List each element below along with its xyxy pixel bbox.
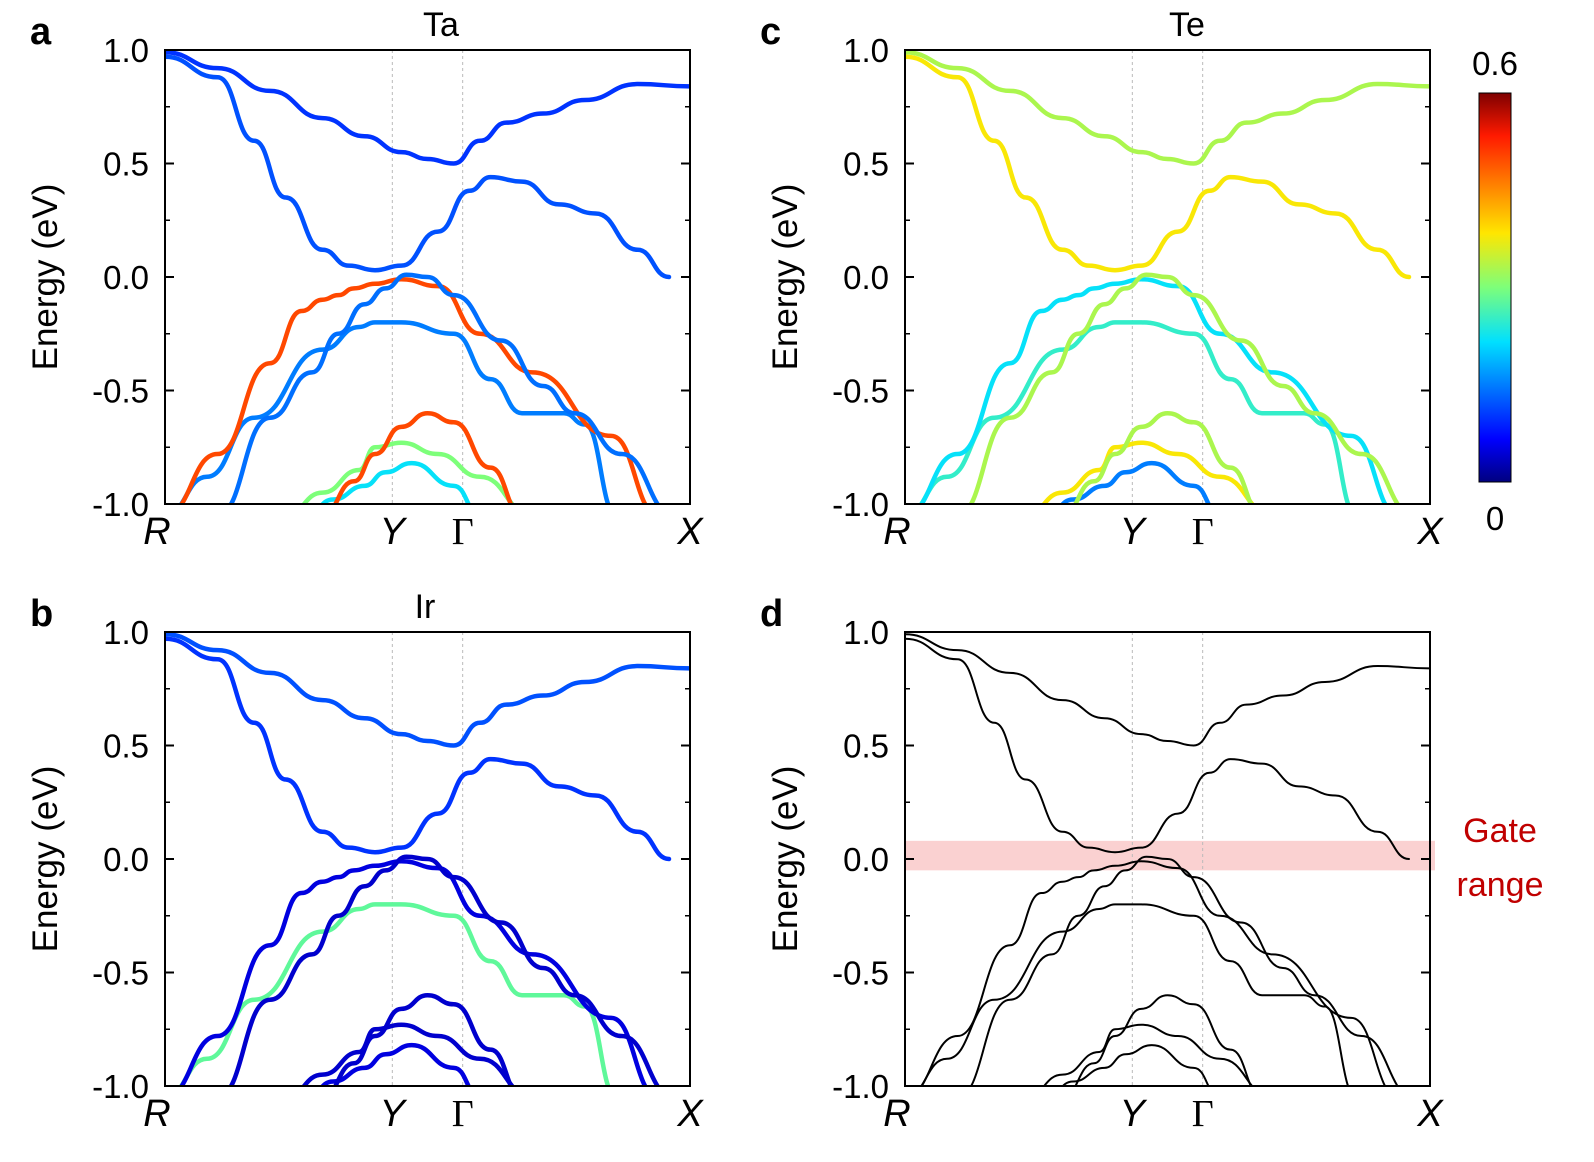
band-line	[1042, 1023, 1254, 1086]
gate-label-line-1: Gate	[1463, 812, 1537, 850]
band-line	[319, 1042, 471, 1086]
gate-range-band	[905, 840, 1435, 871]
colorbar-min-label: 0	[1486, 500, 1504, 537]
band-line	[920, 860, 1387, 1086]
band-line	[905, 633, 1430, 747]
panel-b: b Ir 1.0 0.5 0.0 -0.5 -1.0 Energy (eV) R Y Γ X	[26, 588, 704, 1135]
y-axis-label: Energy (eV)	[766, 766, 805, 953]
y-tick-label: -1.0	[92, 1068, 149, 1105]
panel-title: Te	[1169, 6, 1205, 44]
panel-c: c Te 1.0 0.5 0.0 -0.5 -1.0 Energy (eV) R Y Γ X	[760, 6, 1444, 553]
band-line	[905, 637, 1410, 860]
y-tick-label: 1.0	[103, 32, 149, 69]
panel-title: Ta	[423, 6, 459, 44]
panel-letter: c	[760, 11, 781, 53]
kpoint-label: Y	[1120, 511, 1148, 553]
band-line	[165, 54, 672, 280]
band-line	[1072, 410, 1254, 504]
kpoint-label: X	[1416, 511, 1444, 553]
y-axis-label: Energy (eV)	[26, 766, 65, 953]
band-line	[332, 992, 514, 1086]
y-tick-label: 0.5	[843, 146, 889, 183]
y-tick-label: 1.0	[843, 614, 889, 651]
y-tick-label: 0.0	[103, 259, 149, 296]
band-line	[319, 460, 471, 504]
band-line	[178, 277, 648, 504]
band-line	[228, 272, 661, 504]
y-axis-label: Energy (eV)	[26, 184, 65, 371]
band-line	[1074, 994, 1252, 1086]
band-line	[165, 50, 690, 166]
band-line	[301, 440, 515, 504]
kpoint-label: Γ	[452, 1093, 474, 1135]
band-line	[920, 903, 1350, 1086]
kpoint-label: X	[676, 1093, 704, 1135]
y-tick-label: 0.5	[103, 728, 149, 765]
y-tick-label: 0.0	[103, 841, 149, 878]
y-tick-label: -1.0	[92, 486, 149, 523]
kpoint-label: R	[883, 511, 910, 553]
kpoint-label: R	[883, 1093, 910, 1135]
kpoint-label: X	[676, 511, 704, 553]
y-tick-label: 1.0	[843, 32, 889, 69]
panel-a: a Ta 1.0 0.5 0.0 -0.5 -1.0 Energy (eV) R Y Γ X	[26, 6, 704, 553]
panel-title: Ir	[415, 588, 436, 626]
band-line	[165, 636, 672, 862]
colorbar-gradient	[1478, 92, 1512, 483]
kpoint-label: Γ	[1192, 1093, 1214, 1135]
band-line	[918, 277, 1388, 504]
y-tick-label: 1.0	[103, 614, 149, 651]
band-line	[905, 50, 1430, 166]
band-line	[969, 855, 1399, 1086]
kpoint-label: R	[143, 1093, 170, 1135]
band-line	[178, 859, 648, 1086]
band-line	[178, 902, 611, 1086]
y-tick-label: -1.0	[832, 1068, 889, 1105]
y-tick-label: -1.0	[832, 486, 889, 523]
kpoint-label: Γ	[452, 511, 474, 553]
band-line	[918, 320, 1351, 504]
band-line	[968, 272, 1401, 504]
band-line	[178, 320, 611, 504]
kpoint-label: Y	[380, 511, 408, 553]
band-line	[165, 632, 690, 748]
y-tick-label: 0.5	[103, 146, 149, 183]
colorbar: 0.6 0	[1472, 45, 1518, 537]
y-tick-label: 0.5	[843, 728, 889, 765]
y-tick-label: -0.5	[832, 955, 889, 992]
band-line	[1041, 440, 1255, 504]
panel-letter: b	[30, 593, 53, 635]
band-line	[301, 1022, 515, 1086]
y-tick-label: -0.5	[832, 373, 889, 410]
band-line	[1059, 460, 1211, 504]
panel-d: d Gate range 1.0 0.5 0.0 -0.5 -1.0 Energy (eV…	[760, 593, 1543, 1135]
panel-letter: d	[760, 593, 783, 635]
kpoint-label: Γ	[1192, 511, 1214, 553]
band-line	[905, 54, 1412, 280]
y-tick-label: 0.0	[843, 841, 889, 878]
colorbar-max-label: 0.6	[1472, 45, 1518, 82]
band-line	[332, 410, 514, 504]
kpoint-label: Y	[1120, 1093, 1148, 1135]
kpoint-label: R	[143, 511, 170, 553]
kpoint-label: X	[1416, 1093, 1444, 1135]
y-axis-label: Energy (eV)	[766, 184, 805, 371]
gate-label-line-2: range	[1457, 866, 1544, 904]
kpoint-label: Y	[380, 1093, 408, 1135]
band-line	[228, 854, 661, 1086]
y-tick-label: -0.5	[92, 955, 149, 992]
y-tick-label: 0.0	[843, 259, 889, 296]
panel-letter: a	[30, 11, 52, 53]
band-line	[1061, 1044, 1210, 1086]
y-tick-label: -0.5	[92, 373, 149, 410]
